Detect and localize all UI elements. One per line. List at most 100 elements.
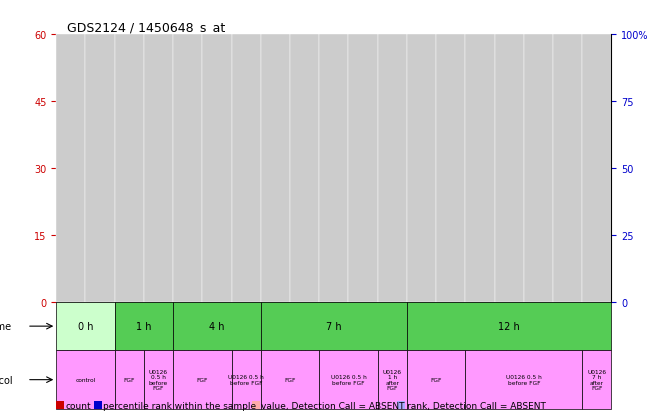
Text: FGF: FGF (430, 377, 442, 382)
Bar (407, 302, 611, 351)
Bar (508, 298, 511, 302)
Bar (504, 249, 514, 302)
Bar (173, 302, 260, 351)
Text: FGF: FGF (284, 377, 295, 382)
Bar (182, 266, 193, 302)
Bar (69, 298, 73, 302)
Bar (420, 281, 423, 302)
Bar (407, 35, 436, 302)
Bar (241, 249, 251, 302)
Bar (479, 281, 481, 302)
Bar (537, 298, 540, 302)
Bar (98, 298, 102, 302)
Bar (202, 35, 231, 302)
Bar (56, 351, 114, 409)
Bar (407, 351, 465, 409)
Bar (173, 35, 202, 302)
Bar (56, 302, 114, 351)
Text: count: count (66, 401, 91, 410)
Bar (596, 281, 598, 302)
Bar (592, 266, 602, 302)
Text: U0126 0.5 h
before FGF: U0126 0.5 h before FGF (506, 375, 541, 385)
Bar (595, 298, 599, 302)
Bar (56, 35, 85, 302)
Bar (231, 351, 260, 409)
Text: U0126
7 h
after
FGF: U0126 7 h after FGF (588, 369, 606, 390)
Bar (332, 281, 335, 302)
Bar (436, 35, 465, 302)
Bar (231, 35, 260, 302)
Text: FGF: FGF (124, 377, 135, 382)
Text: 12 h: 12 h (498, 321, 520, 331)
Text: 7 h: 7 h (326, 321, 342, 331)
Bar (270, 280, 280, 302)
Bar (449, 298, 452, 302)
Text: percentile rank within the sample: percentile rank within the sample (104, 401, 256, 410)
Bar (362, 283, 364, 302)
Bar (299, 266, 310, 302)
Bar (465, 351, 582, 409)
Bar (582, 351, 611, 409)
Bar (391, 298, 394, 302)
Bar (332, 298, 336, 302)
Bar (214, 243, 219, 302)
Bar (97, 243, 102, 302)
Text: rank, Detection Call = ABSENT: rank, Detection Call = ABSENT (407, 401, 545, 410)
Bar (449, 281, 452, 302)
Bar (416, 266, 426, 302)
Bar (95, 146, 105, 302)
Bar (245, 281, 248, 302)
Bar (475, 266, 485, 302)
Bar (319, 351, 377, 409)
Bar (465, 35, 494, 302)
Bar (290, 35, 319, 302)
Bar (245, 298, 248, 302)
Text: U0126
1 h
after
FGF: U0126 1 h after FGF (383, 369, 402, 390)
Bar (582, 35, 611, 302)
Bar (157, 298, 160, 302)
Bar (65, 293, 76, 302)
Text: FGF: FGF (196, 377, 208, 382)
Bar (128, 298, 131, 302)
Bar (387, 289, 397, 302)
Bar (153, 204, 163, 302)
Bar (124, 266, 134, 302)
Bar (114, 302, 173, 351)
Bar (508, 281, 510, 302)
Bar (186, 281, 189, 302)
Bar (391, 281, 394, 302)
Bar (329, 88, 339, 302)
Bar (212, 266, 222, 302)
Text: control: control (75, 377, 96, 382)
Bar (331, 227, 336, 302)
Bar (553, 35, 582, 302)
Bar (565, 243, 570, 302)
Bar (85, 35, 114, 302)
Bar (524, 35, 553, 302)
Bar (260, 302, 407, 351)
Bar (114, 35, 144, 302)
Bar (274, 298, 277, 302)
Bar (377, 35, 407, 302)
Bar (377, 351, 407, 409)
Bar (215, 281, 218, 302)
Text: 0 h: 0 h (77, 321, 93, 331)
Bar (537, 281, 540, 302)
Bar (98, 281, 102, 302)
Bar (144, 351, 173, 409)
Bar (260, 351, 319, 409)
Text: U0126 0.5 h
before FGF: U0126 0.5 h before FGF (330, 375, 366, 385)
Bar (186, 298, 190, 302)
Bar (144, 35, 173, 302)
Bar (533, 266, 543, 302)
Bar (303, 281, 306, 302)
Bar (68, 243, 73, 302)
Bar (303, 298, 306, 302)
Text: time: time (0, 321, 13, 331)
Text: 1 h: 1 h (136, 321, 151, 331)
Bar (478, 298, 482, 302)
Text: value, Detection Call = ABSENT: value, Detection Call = ABSENT (262, 401, 405, 410)
Bar (362, 298, 365, 302)
Bar (358, 97, 368, 302)
Bar (157, 281, 160, 302)
